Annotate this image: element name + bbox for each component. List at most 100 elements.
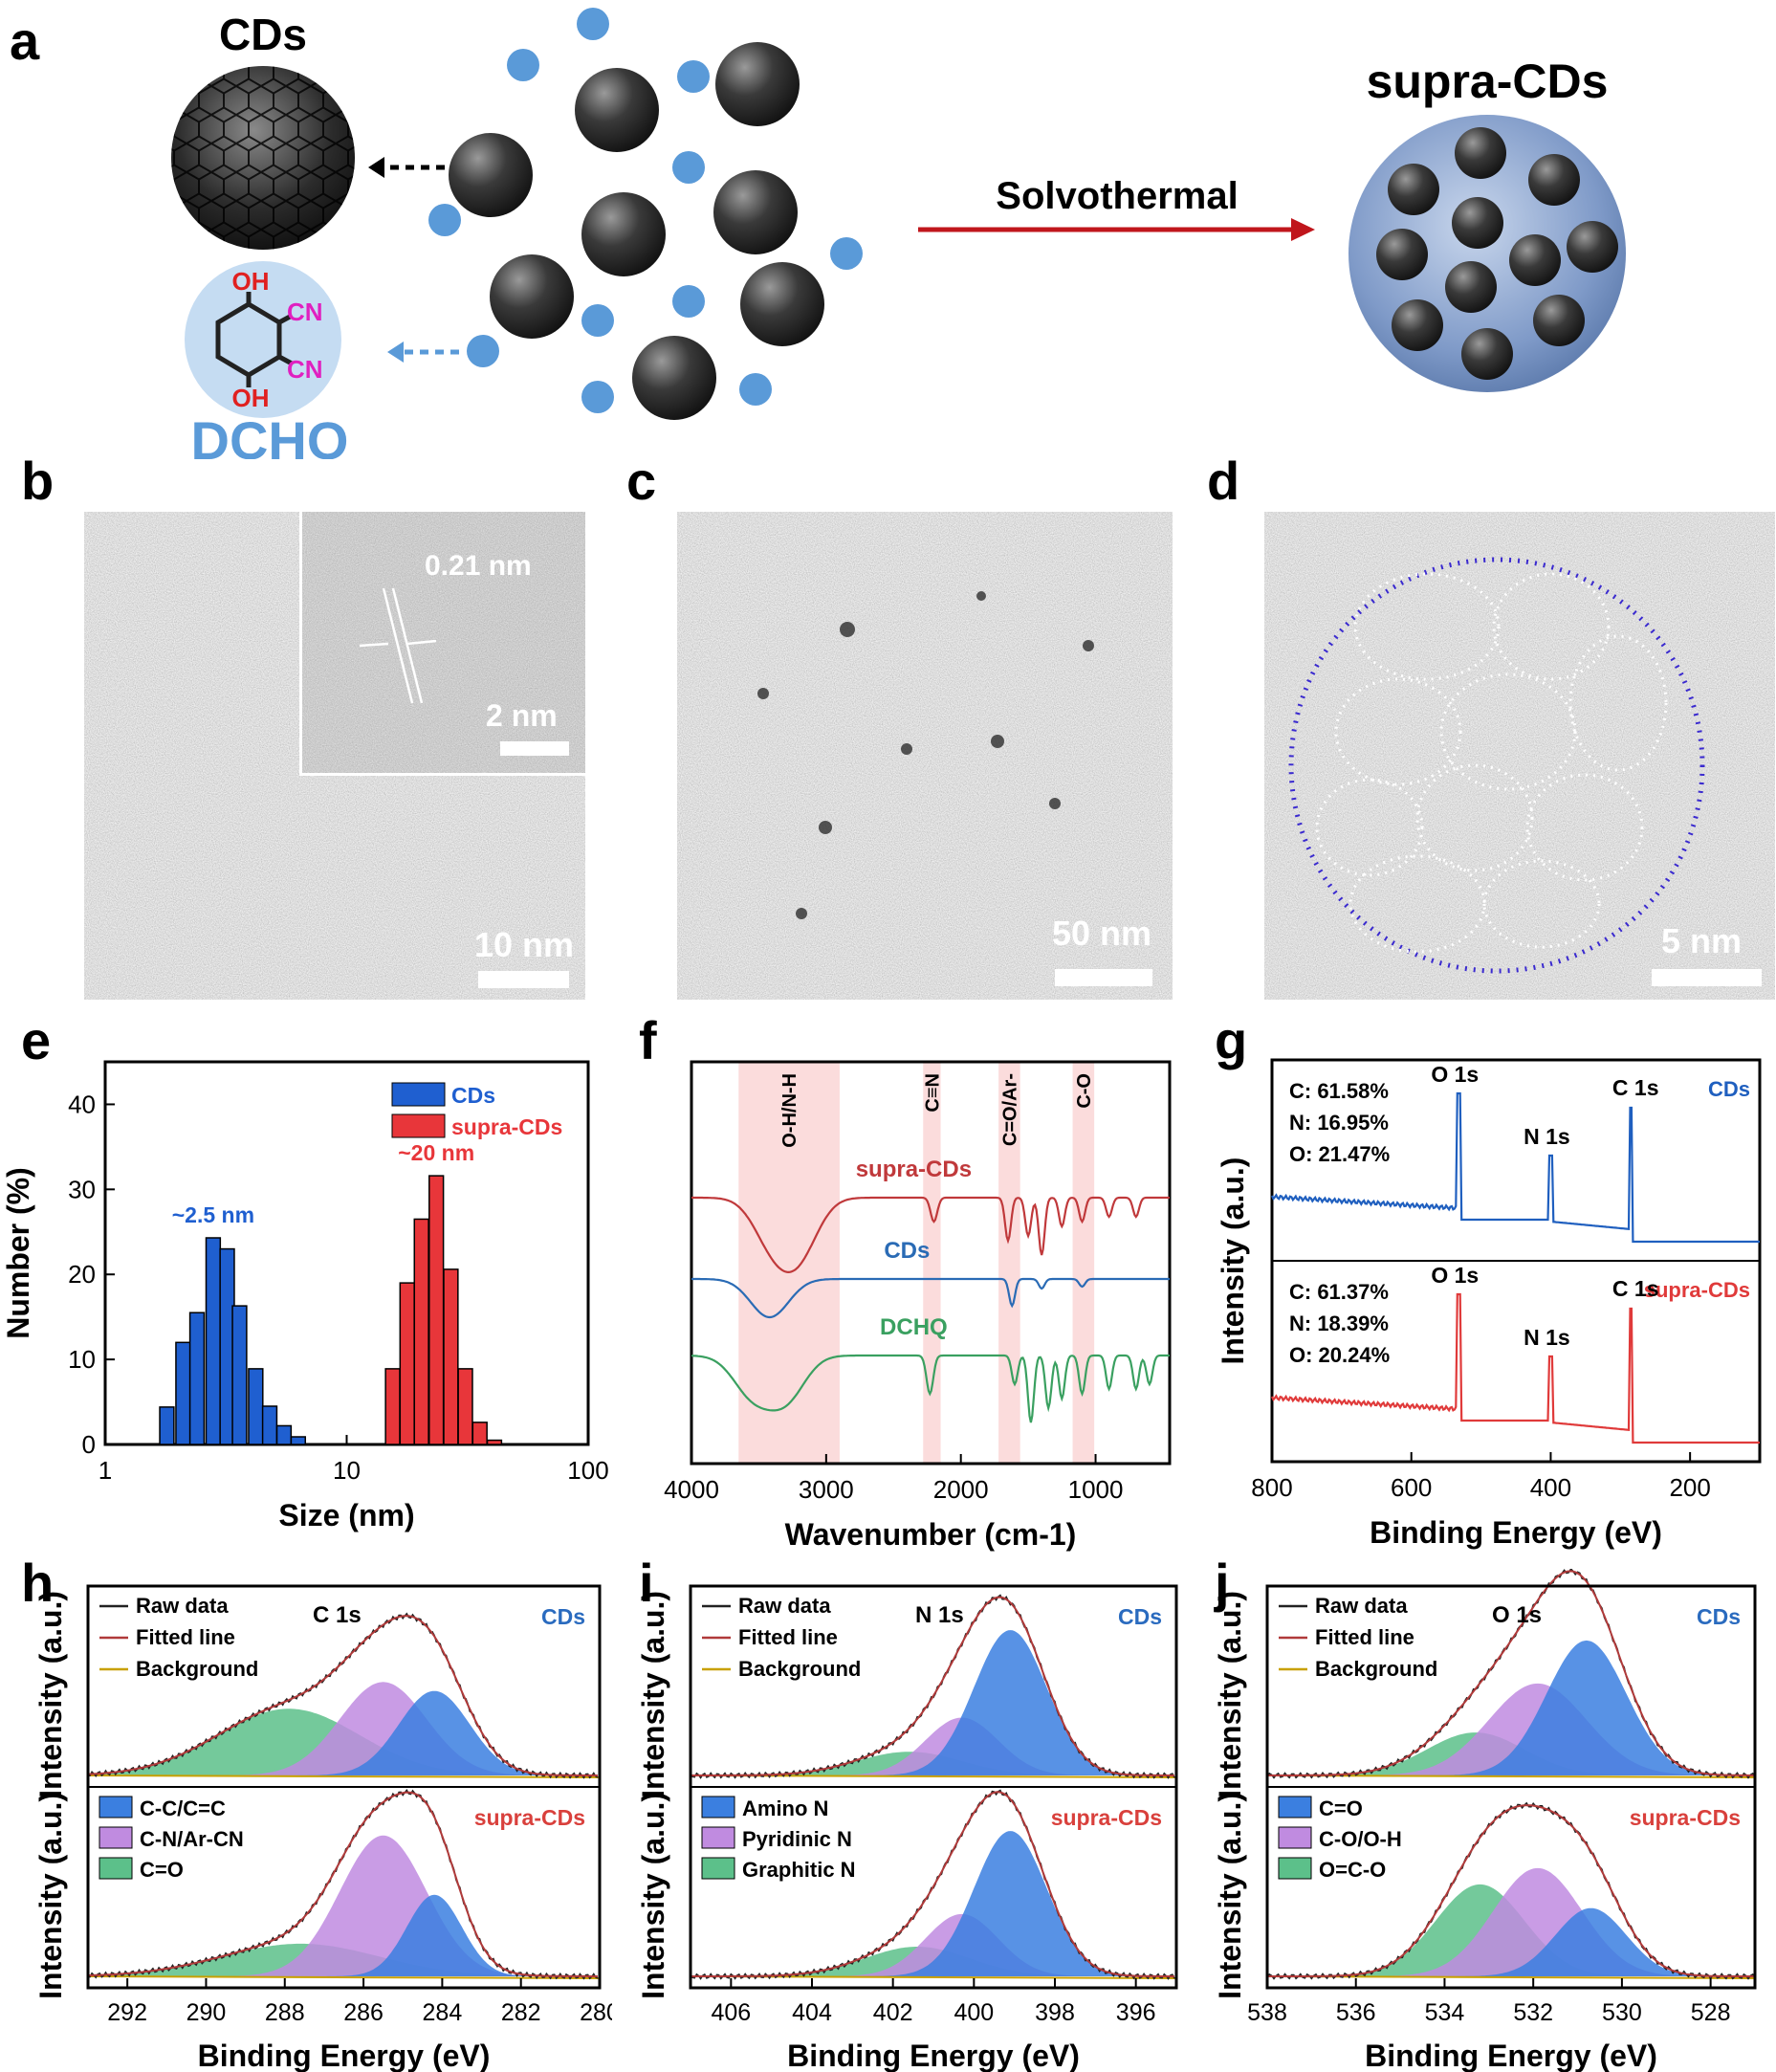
peak-label: O 1s [1431, 1062, 1479, 1087]
oh-top: OH [232, 267, 270, 296]
fitted-line [87, 1615, 598, 1776]
band-label: O-H/N-H [779, 1073, 800, 1148]
x-axis-label: Binding Energy (eV) [787, 2039, 1080, 2072]
x-axis-label: Binding Energy (eV) [1365, 2039, 1657, 2072]
x-axis-label: Binding Energy (eV) [1370, 1515, 1662, 1550]
peak-annotation: ~2.5 nm [172, 1202, 254, 1227]
fitted-line [691, 1596, 1174, 1776]
legend-component-label: C-N/Ar-CN [140, 1827, 244, 1851]
sample-label: supra-CDs [474, 1805, 585, 1830]
legend-swatch [99, 1857, 133, 1880]
component-peak [691, 1831, 1176, 1976]
sample-label: supra-CDs [1051, 1805, 1162, 1830]
x-tick-label: 396 [1116, 1999, 1156, 2026]
legend-line-label: Fitted line [1315, 1625, 1414, 1649]
series-label: DCHQ [880, 1314, 948, 1340]
component-peak [1267, 1867, 1755, 1976]
bar-cds [231, 1305, 248, 1445]
fitted-line [1267, 1804, 1755, 1977]
panel-label-e: e [21, 1010, 52, 1070]
x-tick-label: 800 [1251, 1473, 1292, 1502]
y-tick-label: 40 [68, 1090, 96, 1118]
bar-supra-cds [428, 1175, 445, 1445]
bar-supra-cds [457, 1368, 473, 1445]
raw-data-line [1266, 1569, 1756, 1779]
band-highlight [1072, 1062, 1095, 1464]
x-tick-label: 1000 [1068, 1475, 1124, 1504]
chart-g-xps-survey: C: 61.58% N: 16.95% O: 21.47% CDs O 1s N 1s C … [1216, 1058, 1762, 1550]
peak-annotation: ~20 nm [398, 1140, 474, 1165]
legend-line-label: Background [1315, 1657, 1437, 1681]
background-line [87, 1774, 601, 1778]
panel-label-f: f [639, 1010, 657, 1070]
series-label: CDs [1708, 1077, 1750, 1101]
x-tick-label: 400 [1530, 1473, 1571, 1502]
y-axis-label: Number (%) [1, 1167, 35, 1339]
y-tick-label: 20 [68, 1260, 96, 1289]
x-axis-label: Wavenumber (cm-1) [785, 1517, 1077, 1552]
x-tick-label: 4000 [664, 1475, 719, 1504]
x-tick-label: 538 [1247, 1999, 1287, 2026]
y-axis-label-top: Intensity (a.u.) [636, 1591, 670, 1798]
y-axis-label-bottom: Intensity (a.u.) [33, 1792, 68, 1999]
panel-label-j: j [1215, 1553, 1230, 1613]
legend-component-label: Amino N [742, 1796, 828, 1820]
survey-supra-cds [1271, 1292, 1760, 1444]
y-tick-label: 10 [68, 1345, 96, 1374]
sample-label: supra-CDs [1630, 1805, 1741, 1830]
legend-swatch [1278, 1857, 1312, 1880]
composition-text: N: 18.39% [1289, 1312, 1389, 1335]
x-tick-label: 600 [1391, 1473, 1432, 1502]
supra-cds-inner-dots [1376, 127, 1618, 380]
scale-bar-b [478, 971, 569, 988]
y-axis-label: Intensity (a.u.) [1216, 1157, 1250, 1365]
legend-swatch [99, 1826, 133, 1849]
core-level-title: C 1s [313, 1602, 362, 1628]
raw-data-line [88, 1612, 599, 1779]
peak-label: N 1s [1524, 1124, 1570, 1149]
scale-label-d: 5 nm [1661, 921, 1743, 960]
peak-label: N 1s [1524, 1325, 1570, 1350]
bar-supra-cds [384, 1368, 401, 1445]
x-axis-label: Binding Energy (eV) [198, 2039, 491, 2072]
scale-bar-d [1652, 969, 1762, 986]
panel-label-b: b [21, 451, 55, 511]
precursor-mixture [428, 8, 863, 420]
band-highlight [738, 1062, 840, 1464]
band-label: C=O/Ar- [999, 1073, 1020, 1146]
scale-label-c: 50 nm [1052, 914, 1152, 953]
legend-swatch [701, 1826, 735, 1849]
band-highlight [998, 1062, 1020, 1464]
bar-cds [261, 1405, 278, 1445]
x-tick-label: 528 [1691, 1999, 1731, 2026]
legend-line-label: Raw data [1315, 1594, 1408, 1618]
panel-label-h: h [21, 1553, 55, 1613]
bar-supra-cds [486, 1439, 503, 1445]
bar-supra-cds [399, 1282, 415, 1445]
fitted-line [87, 1791, 598, 1977]
background-line [87, 1975, 601, 1979]
spectrum-dchq [691, 1354, 1170, 1423]
component-peak [88, 1682, 600, 1775]
bar-cds [275, 1424, 293, 1445]
core-level-title: N 1s [915, 1602, 964, 1628]
plot-frame [690, 1060, 1172, 1466]
band-label: C≡N [922, 1073, 943, 1113]
legend-swatch [701, 1857, 735, 1880]
composition-text: N: 16.95% [1289, 1111, 1389, 1135]
panel-a-schematic: CDs OH OH CN CN DCHQ Solvothermal supra-… [171, 8, 1626, 459]
chart-j-o1s: CDs supra-CDs Raw data Fitted line Backgroun… [1213, 1569, 1757, 2072]
chart-h-c1s: CDs supra-CDs Raw data Fitted line Backgroun… [33, 1584, 612, 2072]
component-peak [691, 1913, 1176, 1976]
legend-swatch [99, 1796, 133, 1819]
scale-bar-c [1055, 969, 1152, 986]
fitted-line [691, 1791, 1174, 1977]
x-tick-label: 288 [265, 1999, 305, 2026]
component-peak [88, 1894, 600, 1976]
subparticle-outlines [1315, 572, 1668, 954]
component-peak [1267, 1907, 1755, 1976]
x-tick-label: 400 [954, 1999, 994, 2026]
bar-cds [188, 1312, 206, 1445]
x-tick-label: 10 [333, 1456, 361, 1485]
panel-label-i: i [639, 1553, 654, 1613]
